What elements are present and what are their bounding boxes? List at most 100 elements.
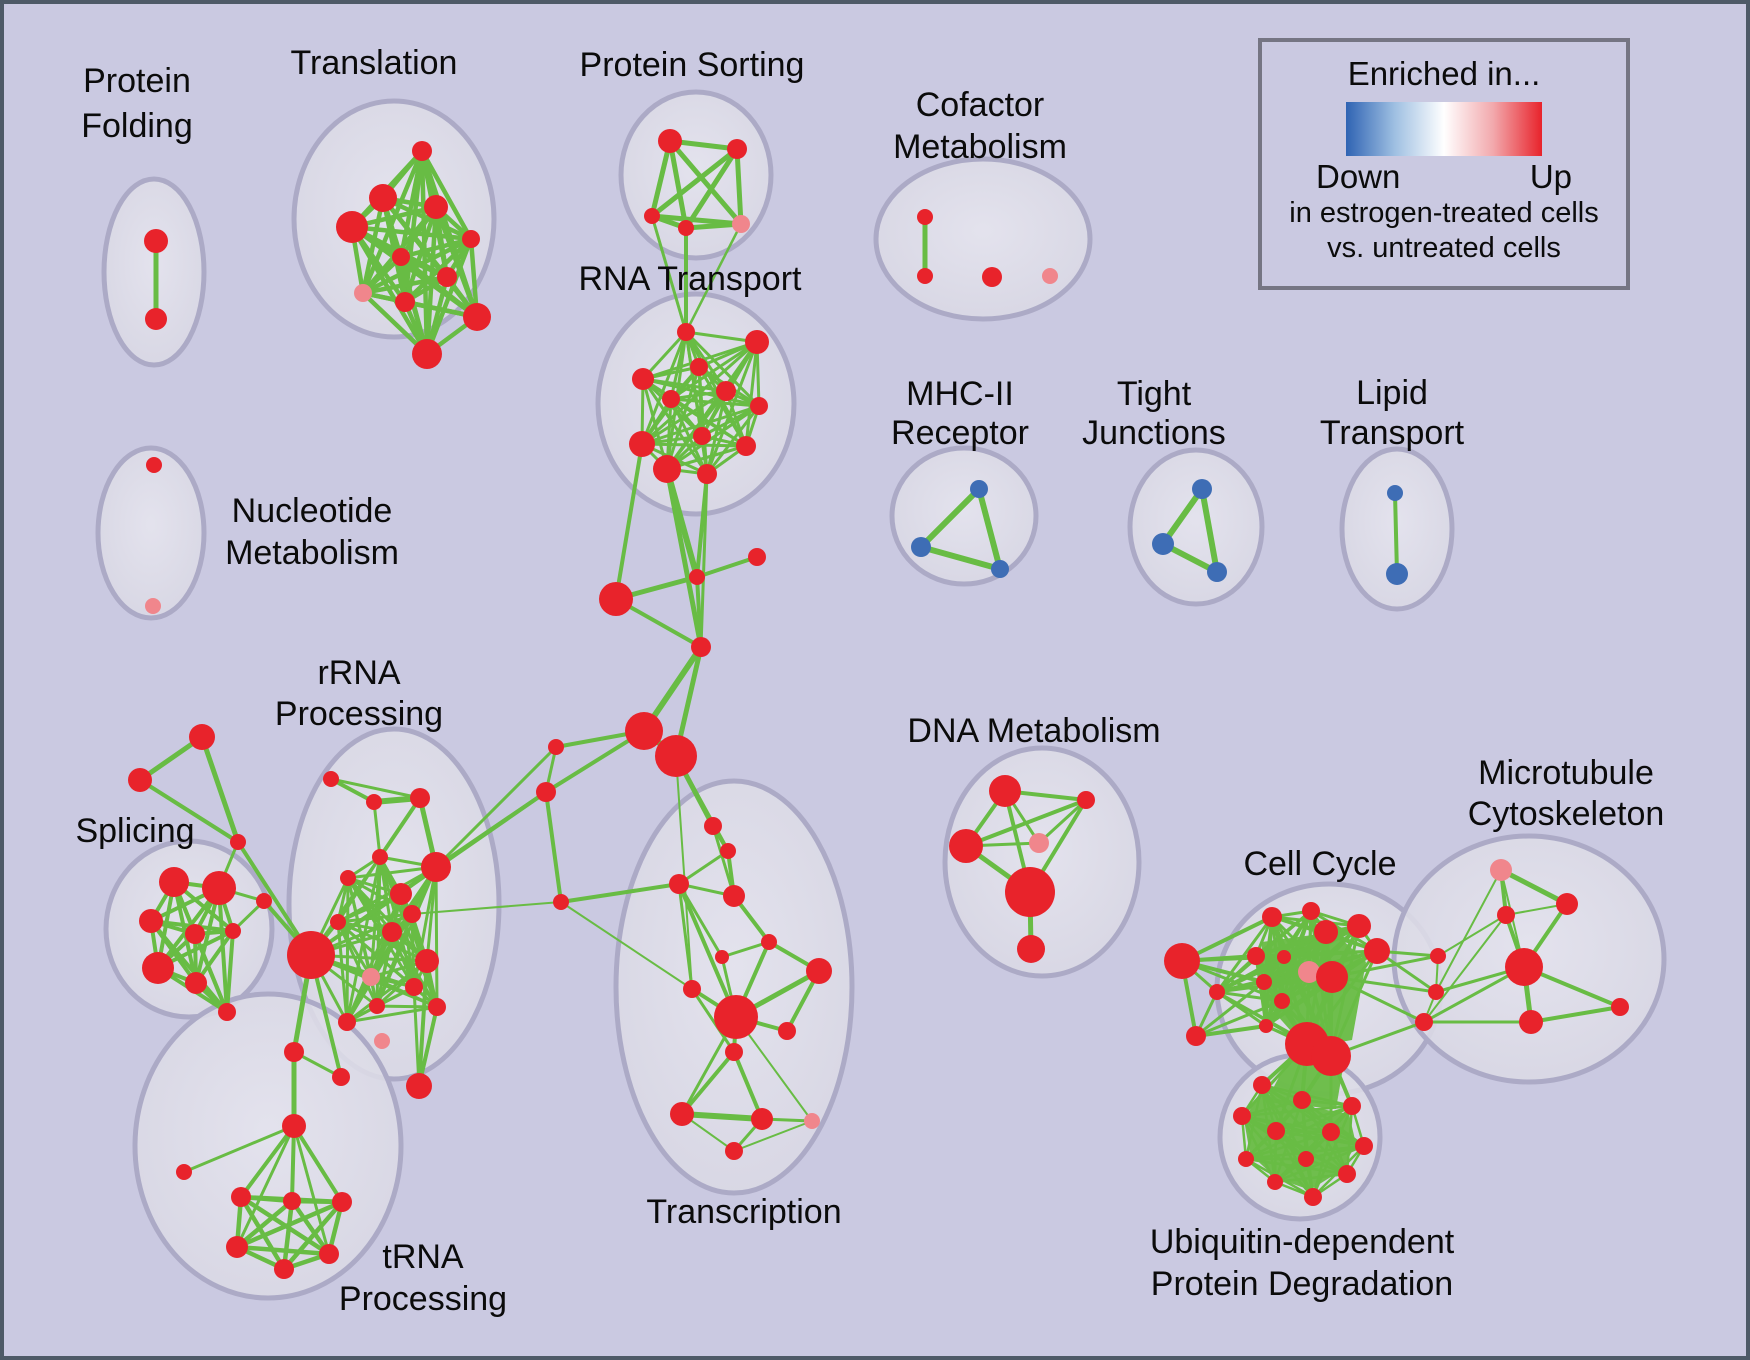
node-cf4[interactable] <box>1042 268 1058 284</box>
node-pf1[interactable] <box>144 229 168 253</box>
node-ps2[interactable] <box>727 139 747 159</box>
node-cn2[interactable] <box>689 569 705 585</box>
node-tj3[interactable] <box>1207 562 1227 582</box>
node-cc18[interactable] <box>1430 948 1446 964</box>
node-rt4[interactable] <box>690 358 708 376</box>
node-cc4[interactable] <box>1302 902 1320 920</box>
node-cc13[interactable] <box>1274 993 1290 1009</box>
node-cc11[interactable] <box>1256 974 1272 990</box>
node-cn8[interactable] <box>536 782 556 802</box>
node-tl1[interactable] <box>412 141 432 161</box>
node-cn3[interactable] <box>599 582 633 616</box>
node-dm2[interactable] <box>1077 791 1095 809</box>
node-ps5[interactable] <box>732 215 750 233</box>
node-tl2[interactable] <box>369 184 397 212</box>
node-tl5[interactable] <box>462 230 480 248</box>
node-sp1[interactable] <box>159 867 189 897</box>
node-cn4[interactable] <box>691 637 711 657</box>
node-tn8[interactable] <box>319 1244 339 1264</box>
node-rr15[interactable] <box>369 998 385 1014</box>
node-tj1[interactable] <box>1192 479 1212 499</box>
node-rr4[interactable] <box>372 849 388 865</box>
node-tl7[interactable] <box>437 267 457 287</box>
node-tx2[interactable] <box>720 843 736 859</box>
node-dm6[interactable] <box>1017 935 1045 963</box>
node-tn6[interactable] <box>226 1236 248 1258</box>
node-cf3[interactable] <box>982 267 1002 287</box>
node-ub7[interactable] <box>1355 1137 1373 1155</box>
node-dm4[interactable] <box>1029 833 1049 853</box>
node-rt8[interactable] <box>693 427 711 445</box>
node-cc2[interactable] <box>1186 1026 1206 1046</box>
node-mt6[interactable] <box>1611 998 1629 1016</box>
node-tl9[interactable] <box>395 292 415 312</box>
node-cc3[interactable] <box>1262 907 1282 927</box>
node-tx14[interactable] <box>804 1113 820 1129</box>
node-cc10[interactable] <box>1298 961 1320 983</box>
node-rr13[interactable] <box>415 949 439 973</box>
node-sp2[interactable] <box>202 871 236 905</box>
node-rr12[interactable] <box>403 905 421 923</box>
node-rr14[interactable] <box>405 978 423 996</box>
node-rr11[interactable] <box>382 922 402 942</box>
node-mt1[interactable] <box>1490 859 1512 881</box>
node-rt5[interactable] <box>716 381 736 401</box>
node-tn5[interactable] <box>332 1192 352 1212</box>
node-mt5[interactable] <box>1519 1010 1543 1034</box>
node-cc19[interactable] <box>1428 984 1444 1000</box>
node-rt12[interactable] <box>697 464 717 484</box>
node-ub12[interactable] <box>1304 1188 1322 1206</box>
node-sp7[interactable] <box>185 972 207 994</box>
node-ub6[interactable] <box>1322 1123 1340 1141</box>
node-tl6[interactable] <box>392 248 410 266</box>
node-mh2[interactable] <box>911 537 931 557</box>
node-cc6[interactable] <box>1347 914 1371 938</box>
node-nm2[interactable] <box>145 598 161 614</box>
node-cc17[interactable] <box>1311 1036 1351 1076</box>
node-tx0[interactable] <box>553 894 569 910</box>
node-tj2[interactable] <box>1152 533 1174 555</box>
node-tl11[interactable] <box>412 339 442 369</box>
node-ub1[interactable] <box>1253 1076 1271 1094</box>
node-rr9[interactable] <box>330 914 346 930</box>
node-mt2[interactable] <box>1556 893 1578 915</box>
node-rr3[interactable] <box>410 788 430 808</box>
node-mt4[interactable] <box>1505 948 1543 986</box>
node-tl8[interactable] <box>354 284 372 302</box>
node-cf1[interactable] <box>917 209 933 225</box>
node-tx10[interactable] <box>778 1022 796 1040</box>
node-ub2[interactable] <box>1293 1091 1311 1109</box>
node-dm5[interactable] <box>1005 867 1055 917</box>
node-lt2[interactable] <box>1386 563 1408 585</box>
node-sp4[interactable] <box>185 924 205 944</box>
node-tx5[interactable] <box>683 980 701 998</box>
node-cn7[interactable] <box>548 739 564 755</box>
node-cc15[interactable] <box>1209 984 1225 1000</box>
node-cc9[interactable] <box>1277 950 1291 964</box>
node-rr7[interactable] <box>421 852 451 882</box>
node-cc7[interactable] <box>1364 938 1390 964</box>
node-sp6[interactable] <box>142 952 174 984</box>
node-sx2[interactable] <box>128 768 152 792</box>
node-rt11[interactable] <box>653 455 681 483</box>
node-tl3[interactable] <box>336 211 368 243</box>
node-tx11[interactable] <box>725 1043 743 1061</box>
node-tx15[interactable] <box>725 1142 743 1160</box>
node-ub4[interactable] <box>1233 1107 1251 1125</box>
node-rr18[interactable] <box>374 1033 390 1049</box>
node-rr21[interactable] <box>284 1042 304 1062</box>
node-rr16[interactable] <box>428 998 446 1016</box>
node-cc8[interactable] <box>1247 947 1265 965</box>
node-nm1[interactable] <box>146 457 162 473</box>
node-ub8[interactable] <box>1238 1151 1254 1167</box>
node-tx7[interactable] <box>761 934 777 950</box>
node-rr5[interactable] <box>340 870 356 886</box>
node-rt6[interactable] <box>662 390 680 408</box>
node-ub5[interactable] <box>1267 1122 1285 1140</box>
node-sp9[interactable] <box>256 893 272 909</box>
node-tn3[interactable] <box>231 1187 251 1207</box>
node-rr1[interactable] <box>323 771 339 787</box>
node-sp5[interactable] <box>225 923 241 939</box>
node-cc20[interactable] <box>1415 1013 1433 1031</box>
node-tx13[interactable] <box>751 1108 773 1130</box>
